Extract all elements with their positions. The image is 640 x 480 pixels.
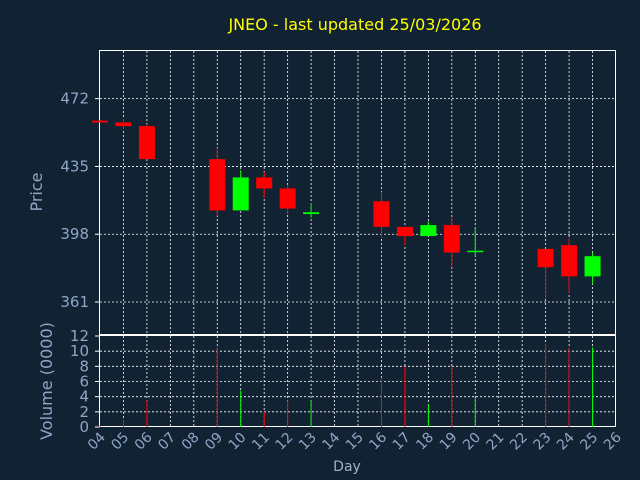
day-tick-label: 13 — [296, 430, 320, 454]
price-tick-label: 472 — [60, 90, 89, 108]
day-tick-label: 06 — [132, 429, 156, 453]
price-tick-label: 435 — [60, 157, 89, 175]
day-tick-label: 26 — [601, 429, 625, 453]
volume-axis-label: Volume (0000) — [37, 322, 56, 440]
price-axis-ticks: 361 398 435 472 — [60, 90, 100, 311]
candle-body — [256, 177, 273, 189]
candle-12 — [279, 184, 296, 215]
volume-tick-label: 0 — [79, 418, 89, 436]
day-tick-label: 10 — [226, 430, 250, 454]
volume-series — [99, 343, 594, 427]
day-tick-label: 12 — [273, 430, 297, 454]
candle-body — [584, 256, 601, 277]
candle-20 — [467, 226, 484, 257]
candle-body — [443, 225, 460, 253]
candle-body — [561, 245, 578, 277]
day-tick-label: 14 — [319, 429, 343, 453]
candle-11 — [256, 171, 273, 198]
candle-06 — [138, 124, 155, 160]
day-tick-label: 08 — [179, 430, 203, 454]
day-axis-label: Day — [333, 459, 361, 475]
volume-grid — [100, 336, 616, 427]
volume-tick-label: 6 — [79, 373, 89, 391]
day-tick-label: 21 — [484, 430, 508, 454]
volume-tick-label: 4 — [79, 388, 89, 406]
volume-panel-frame — [99, 335, 616, 427]
candle-16 — [373, 192, 390, 238]
candle-04 — [92, 120, 108, 123]
candle-body — [396, 226, 413, 237]
day-tick-label: 20 — [460, 430, 484, 454]
candle-body — [232, 177, 249, 211]
volume-tick-label: 2 — [79, 403, 89, 421]
day-tick-label: 19 — [437, 430, 461, 454]
day-tick-label: 17 — [390, 430, 414, 454]
candle-10 — [232, 170, 249, 211]
candle-body — [467, 250, 484, 253]
candle-23 — [537, 248, 554, 299]
day-axis-ticks: 04 05 06 07 08 09 10 11 12 13 14 15 16 17 18 19 20 21 22 23… — [85, 429, 625, 453]
volume-tick-label: 10 — [70, 342, 89, 360]
candle-17 — [396, 226, 413, 246]
volume-tick-label: 8 — [79, 357, 89, 375]
candle-24 — [561, 237, 578, 293]
day-tick-label: 18 — [413, 430, 437, 454]
price-grid — [100, 51, 616, 335]
candle-body — [209, 159, 226, 211]
candle-09 — [209, 148, 226, 216]
day-tick-label: 22 — [507, 430, 531, 454]
candle-body — [279, 188, 296, 209]
chart-title: JNEO - last updated 25/03/2026 — [227, 15, 481, 34]
candle-18 — [420, 221, 437, 237]
candlestick-series — [92, 118, 601, 299]
day-tick-label: 07 — [155, 430, 179, 454]
day-tick-label: 24 — [554, 429, 578, 453]
day-tick-label: 25 — [577, 430, 601, 454]
day-tick-label: 09 — [202, 430, 226, 454]
day-tick-label: 16 — [366, 429, 390, 453]
candle-body — [138, 126, 155, 160]
price-axis-label: Price — [27, 172, 46, 211]
day-tick-label: 23 — [531, 430, 555, 454]
volume-tick-label: 12 — [70, 327, 89, 345]
candle-body — [420, 225, 437, 237]
candle-body — [537, 248, 554, 268]
candle-body — [373, 201, 390, 227]
candle-13 — [303, 203, 320, 218]
price-panel-frame — [99, 50, 616, 335]
day-tick-label: 15 — [343, 430, 367, 454]
price-tick-label: 398 — [60, 225, 89, 243]
candle-05 — [115, 118, 132, 130]
day-tick-label: 11 — [249, 430, 273, 454]
candle-body — [92, 120, 108, 123]
day-tick-label: 05 — [108, 430, 132, 454]
candle-25 — [584, 252, 601, 284]
candle-body — [115, 122, 132, 127]
price-tick-label: 361 — [60, 293, 89, 311]
candle-19 — [443, 217, 460, 268]
candle-body — [303, 212, 320, 215]
